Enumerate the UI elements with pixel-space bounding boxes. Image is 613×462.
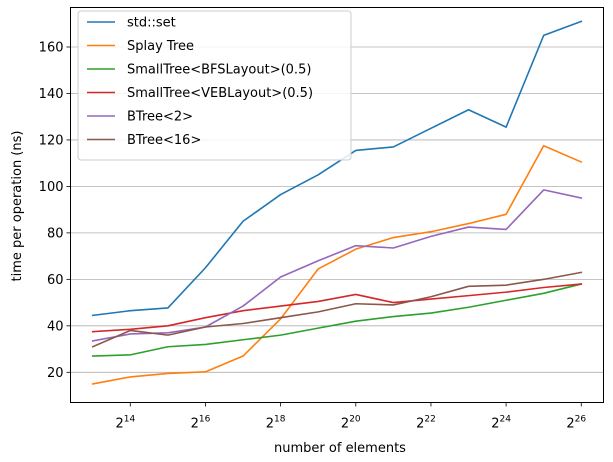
- x-tick-exponent: 14: [124, 415, 136, 425]
- x-tick-label: 220: [341, 415, 361, 432]
- x-tick-base: 2: [341, 417, 349, 432]
- x-tick-exponent: 26: [575, 415, 587, 425]
- x-tick-label: 214: [115, 415, 135, 432]
- x-axis: 214 216 218 220 222 224 226: [115, 402, 586, 432]
- x-tick-exponent: 22: [424, 415, 435, 425]
- legend-label: std::set: [127, 16, 176, 31]
- x-tick-base: 2: [566, 417, 574, 432]
- x-axis-label: number of elements: [274, 441, 406, 456]
- series-line-2: [91, 283, 583, 357]
- legend-label: SmallTree<BFSLayout>(0.5): [127, 63, 311, 78]
- plot-area-frame: [70, 7, 604, 403]
- x-tick-base: 2: [266, 417, 274, 432]
- y-tick-label: 100: [39, 180, 64, 195]
- x-tick-exponent: 16: [199, 415, 211, 425]
- y-tick-label: 80: [47, 226, 64, 241]
- series-line-1: [91, 144, 583, 385]
- x-tick-exponent: 20: [349, 415, 361, 425]
- legend-label: SmallTree<VEBLayout>(0.5): [127, 86, 313, 101]
- x-tick-label: 216: [191, 415, 211, 432]
- y-tick-label: 120: [39, 133, 64, 148]
- x-tick-exponent: 24: [500, 415, 512, 425]
- y-tick-label: 160: [39, 41, 64, 56]
- x-tick-exponent: 18: [274, 415, 286, 425]
- x-tick-base: 2: [115, 417, 123, 432]
- legend-box: [77, 10, 352, 161]
- legend-label: BTree<16>: [127, 133, 201, 148]
- x-tick-base: 2: [491, 417, 499, 432]
- legend-label: BTree<2>: [127, 110, 193, 125]
- x-tick-label: 224: [491, 415, 511, 432]
- y-axis: 20 40 60 80 100 120 140 160: [39, 41, 71, 381]
- y-tick-label: 60: [47, 273, 64, 288]
- y-axis-label: time per operation (ns): [10, 131, 25, 282]
- x-tick-label: 218: [266, 415, 286, 432]
- x-tick-label: 222: [416, 415, 436, 432]
- legend-label: Splay Tree: [127, 39, 194, 54]
- series-line-5: [91, 271, 583, 348]
- series-line-4: [91, 189, 583, 342]
- x-tick-base: 2: [416, 417, 424, 432]
- y-tick-label: 140: [39, 87, 64, 102]
- series-line-0: [91, 20, 583, 317]
- x-tick-base: 2: [191, 417, 199, 432]
- plot-series: [91, 20, 583, 385]
- y-tick-label: 40: [47, 319, 64, 334]
- x-tick-label: 226: [566, 415, 586, 432]
- series-line-3: [91, 283, 583, 333]
- y-tick-label: 20: [47, 366, 64, 381]
